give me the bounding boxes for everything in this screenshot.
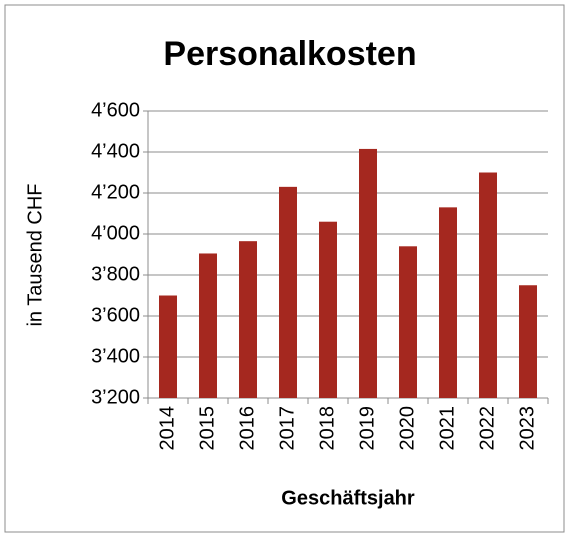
x-tick-label: 2014	[156, 406, 178, 451]
bar	[439, 207, 457, 398]
y-tick-label: 4’600	[91, 99, 140, 121]
bar	[159, 295, 177, 398]
y-tick-label: 4’000	[91, 222, 140, 244]
x-tick-label: 2016	[236, 406, 258, 451]
chart-title: Personalkosten	[163, 35, 416, 73]
x-tick-label: 2021	[436, 406, 458, 451]
y-tick-label: 3’200	[91, 386, 140, 408]
y-tick-label: 3’600	[91, 304, 140, 326]
x-axis-label: Geschäftsjahr	[281, 487, 415, 509]
bar	[199, 253, 217, 398]
bar	[359, 148, 377, 398]
bar	[479, 172, 497, 398]
x-tick-label: 2017	[276, 406, 298, 451]
bar	[519, 285, 537, 398]
bar	[279, 186, 297, 398]
x-tick-label: 2023	[516, 406, 538, 451]
x-tick-label: 2019	[356, 406, 378, 451]
bar	[319, 221, 337, 398]
x-tick-label: 2018	[316, 406, 338, 451]
bar	[239, 241, 257, 398]
x-tick-label: 2020	[396, 406, 418, 451]
x-tick-label: 2022	[476, 406, 498, 451]
y-tick-label: 4’200	[91, 181, 140, 203]
x-tick-label: 2015	[196, 406, 218, 451]
y-tick-label: 3’800	[91, 263, 140, 285]
y-tick-label: 3’400	[91, 345, 140, 367]
bar	[399, 246, 417, 398]
y-axis-label: in Tausend CHF	[24, 183, 46, 326]
y-tick-label: 4’400	[91, 140, 140, 162]
